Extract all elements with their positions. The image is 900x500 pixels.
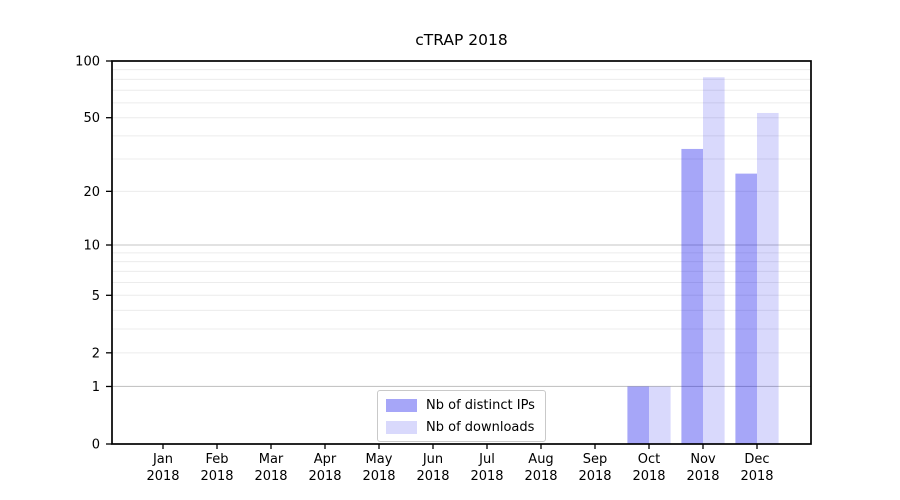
legend-item-distinct-ips: Nb of distinct IPs bbox=[378, 397, 545, 414]
legend: Nb of distinct IPs Nb of downloads bbox=[377, 390, 546, 442]
axes-frame bbox=[111, 60, 812, 445]
x-tick-label-jan: Jan bbox=[152, 452, 173, 467]
chart-title: cTRAP 2018 bbox=[415, 31, 508, 49]
x-tick-label-year: 2018 bbox=[416, 469, 449, 484]
legend-swatch-distinct-ips bbox=[386, 398, 417, 412]
x-tick-label-year: 2018 bbox=[578, 469, 611, 484]
y-tick-label-50: 50 bbox=[83, 111, 100, 126]
x-tick-label-year: 2018 bbox=[146, 469, 179, 484]
x-tick-label-jul: Jul bbox=[478, 452, 495, 467]
x-tick-label-mar: Mar bbox=[259, 452, 284, 467]
x-tick-label-feb: Feb bbox=[205, 452, 228, 467]
legend-item-downloads: Nb of downloads bbox=[378, 419, 545, 436]
y-tick-label-5: 5 bbox=[92, 289, 100, 304]
x-tick-label-year: 2018 bbox=[632, 469, 665, 484]
x-tick-label-year: 2018 bbox=[254, 469, 287, 484]
x-tick-label-year: 2018 bbox=[686, 469, 719, 484]
x-tick-label-year: 2018 bbox=[362, 469, 395, 484]
y-tick-label-0: 0 bbox=[92, 438, 100, 453]
x-tick-label-aug: Aug bbox=[528, 452, 553, 467]
x-tick-label-sep: Sep bbox=[583, 452, 608, 467]
bar-nov-downloads bbox=[703, 77, 725, 445]
x-tick-label-year: 2018 bbox=[200, 469, 233, 484]
bar-dec-downloads bbox=[757, 112, 779, 445]
x-tick-label-year: 2018 bbox=[740, 469, 773, 484]
x-tick-label-apr: Apr bbox=[314, 452, 337, 467]
x-tick-label-year: 2018 bbox=[308, 469, 341, 484]
bar-dec-distinct-ips bbox=[735, 173, 757, 444]
y-tick-label-20: 20 bbox=[83, 185, 100, 200]
x-tick-label-jun: Jun bbox=[422, 452, 443, 467]
y-tick-label-1: 1 bbox=[92, 380, 100, 395]
y-tick-label-10: 10 bbox=[83, 239, 100, 254]
bar-oct-downloads bbox=[649, 386, 671, 444]
x-tick-label-oct: Oct bbox=[638, 452, 660, 467]
x-tick-label-dec: Dec bbox=[744, 452, 769, 467]
y-tick-label-2: 2 bbox=[92, 346, 100, 361]
legend-label-downloads: Nb of downloads bbox=[426, 419, 535, 435]
bar-oct-distinct-ips bbox=[627, 386, 649, 444]
y-tick-label-100: 100 bbox=[75, 55, 100, 70]
legend-label-distinct-ips: Nb of distinct IPs bbox=[426, 397, 535, 413]
x-tick-label-may: May bbox=[366, 452, 393, 467]
legend-swatch-downloads bbox=[386, 420, 417, 434]
x-tick-label-year: 2018 bbox=[524, 469, 557, 484]
bar-nov-distinct-ips bbox=[681, 148, 703, 444]
x-tick-label-nov: Nov bbox=[690, 452, 716, 467]
x-tick-label-year: 2018 bbox=[470, 469, 503, 484]
